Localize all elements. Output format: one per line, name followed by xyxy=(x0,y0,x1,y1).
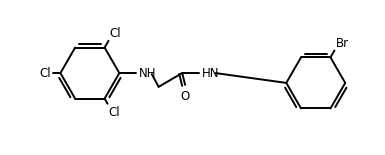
Text: Cl: Cl xyxy=(109,106,120,119)
Text: Br: Br xyxy=(335,37,348,50)
Text: O: O xyxy=(181,90,190,103)
Text: HN: HN xyxy=(202,67,219,80)
Text: Cl: Cl xyxy=(109,27,121,40)
Text: Cl: Cl xyxy=(39,67,50,80)
Text: NH: NH xyxy=(139,67,156,80)
